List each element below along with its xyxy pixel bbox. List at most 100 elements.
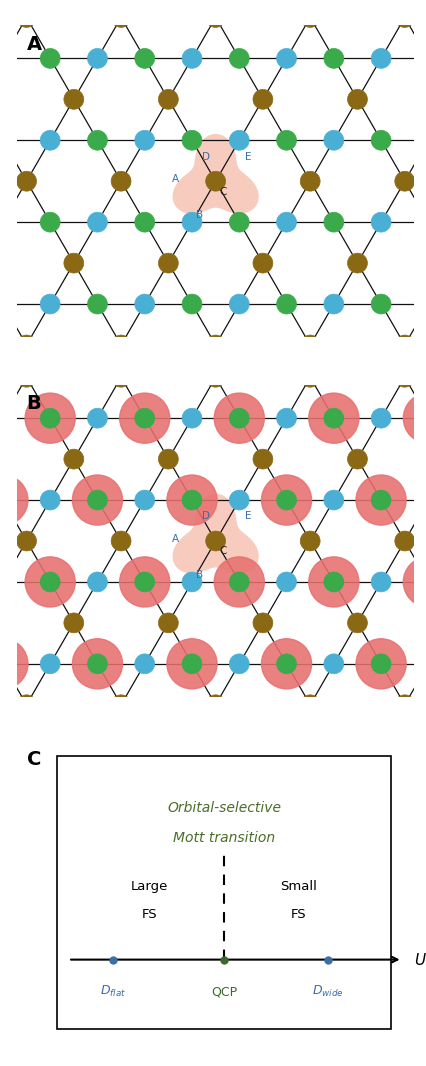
Circle shape [64,253,83,273]
Text: C: C [219,187,226,196]
Circle shape [252,253,272,273]
Circle shape [64,613,83,633]
Circle shape [119,556,170,607]
Circle shape [370,130,390,150]
Circle shape [111,531,131,551]
Circle shape [205,335,225,355]
Circle shape [370,212,390,232]
Circle shape [0,48,13,68]
Circle shape [394,695,414,714]
Circle shape [403,556,426,607]
Circle shape [276,490,296,510]
Circle shape [135,212,154,232]
Circle shape [135,48,154,68]
Circle shape [355,475,405,526]
Text: B: B [26,394,41,414]
Circle shape [205,172,225,191]
Circle shape [276,294,296,314]
Text: D: D [201,151,210,162]
Circle shape [158,449,178,469]
Circle shape [394,368,414,387]
Circle shape [205,368,225,387]
Circle shape [276,48,296,68]
Circle shape [299,531,320,551]
Circle shape [0,639,28,689]
Circle shape [0,212,13,232]
Circle shape [276,130,296,150]
Circle shape [111,368,131,387]
Circle shape [229,653,249,674]
Circle shape [323,490,343,510]
Text: D: D [201,512,210,521]
Circle shape [17,368,36,387]
Circle shape [394,335,414,355]
Circle shape [417,572,426,592]
Circle shape [158,253,178,273]
Circle shape [17,172,36,191]
Circle shape [40,294,60,314]
Circle shape [370,48,390,68]
Circle shape [347,449,366,469]
Text: C: C [219,547,226,556]
Circle shape [276,408,296,429]
Circle shape [40,130,60,150]
Circle shape [181,212,201,232]
Circle shape [229,48,249,68]
Circle shape [403,393,426,443]
Circle shape [181,490,201,510]
Circle shape [87,572,107,592]
Circle shape [299,368,320,387]
Circle shape [0,653,13,674]
Circle shape [252,449,272,469]
Circle shape [40,653,60,674]
Circle shape [394,531,414,551]
Circle shape [347,253,366,273]
Circle shape [87,653,107,674]
Circle shape [0,408,13,429]
Circle shape [158,613,178,633]
Circle shape [417,294,426,314]
Circle shape [111,695,131,714]
Circle shape [205,531,225,551]
Circle shape [276,212,296,232]
Circle shape [40,572,60,592]
Circle shape [214,556,264,607]
Text: A: A [172,174,178,183]
Circle shape [0,572,13,592]
Circle shape [111,7,131,28]
Circle shape [370,653,390,674]
Circle shape [229,294,249,314]
Circle shape [40,212,60,232]
Circle shape [417,653,426,674]
Circle shape [261,639,311,689]
Circle shape [323,212,343,232]
Circle shape [370,294,390,314]
Circle shape [370,490,390,510]
Circle shape [167,639,216,689]
Circle shape [347,613,366,633]
Circle shape [299,695,320,714]
Text: $D_{wide}$: $D_{wide}$ [311,984,343,999]
Circle shape [370,572,390,592]
Circle shape [135,408,154,429]
Circle shape [72,475,122,526]
Circle shape [158,90,178,110]
Text: A: A [26,35,42,53]
Circle shape [229,572,249,592]
Circle shape [17,531,36,551]
Circle shape [370,408,390,429]
Circle shape [25,393,75,443]
Circle shape [111,172,131,191]
Circle shape [261,475,311,526]
Circle shape [72,639,122,689]
Circle shape [394,7,414,28]
Circle shape [299,7,320,28]
Circle shape [40,490,60,510]
Circle shape [135,490,154,510]
Circle shape [25,556,75,607]
Circle shape [252,90,272,110]
Circle shape [299,335,320,355]
Text: C: C [27,750,42,769]
Circle shape [64,90,83,110]
Circle shape [87,408,107,429]
